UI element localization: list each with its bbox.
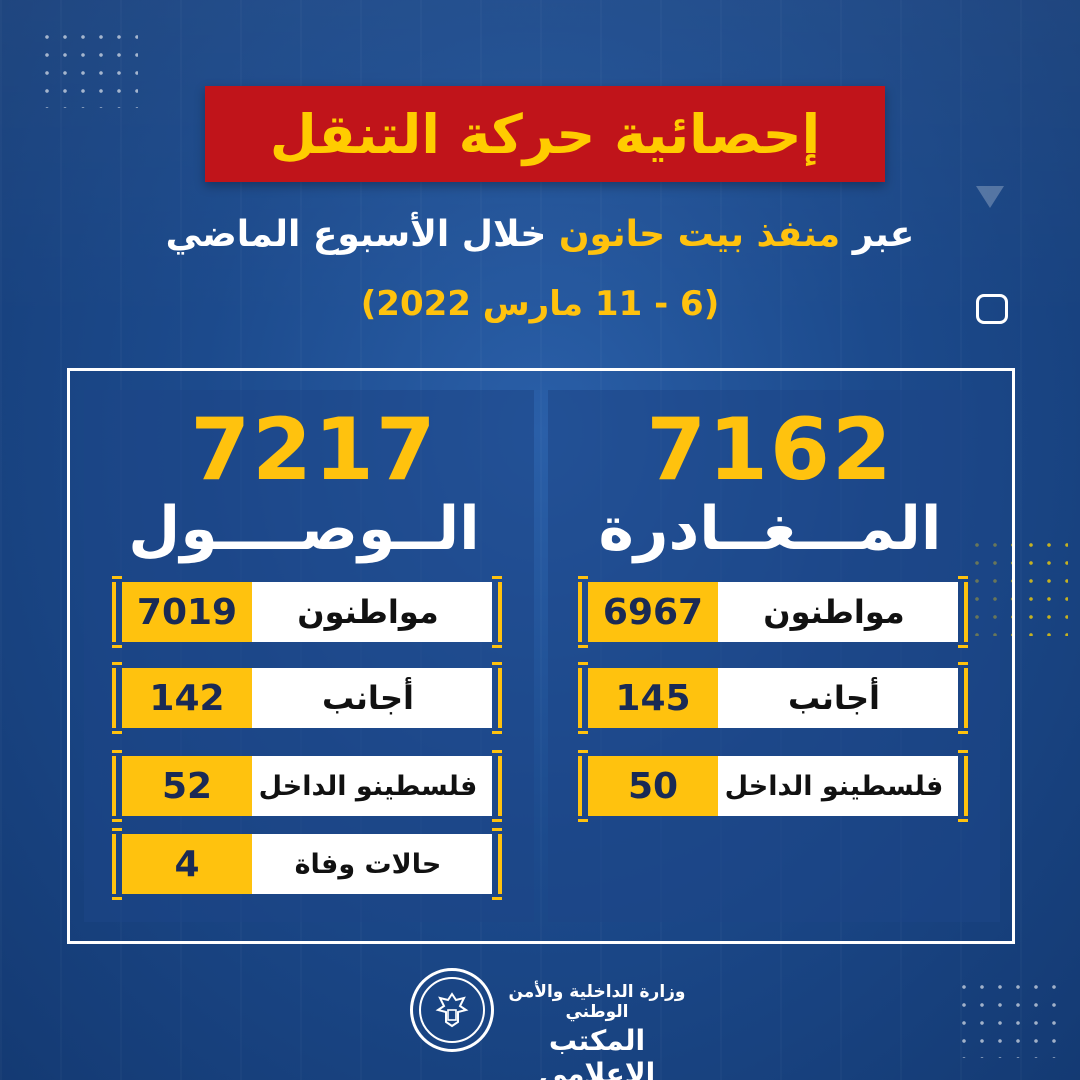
title-banner: إحصائية حركة التنقل <box>205 86 885 182</box>
departure-total: 7162 <box>646 400 894 500</box>
arrival-row-foreigners: أجانب 142 <box>112 662 502 734</box>
subtitle-highlight: منفذ بيت حانون <box>558 214 841 255</box>
decor-dots-top-left <box>38 28 138 108</box>
subtitle-prefix: عبر <box>840 214 915 255</box>
row-label: فلسطينو الداخل <box>710 756 958 816</box>
eagle-seal-icon <box>410 968 494 1052</box>
ministry-name: وزارة الداخلية والأمن الوطني المكتب الإع… <box>502 982 692 1080</box>
decor-dots-bottom-right <box>955 978 1065 1058</box>
departure-row-foreigners: أجانب 145 <box>578 662 968 734</box>
arrival-label: الــوصــــول <box>128 494 480 564</box>
row-value: 52 <box>122 756 252 816</box>
row-label: أجانب <box>710 668 958 728</box>
row-label: حالات وفاة <box>244 834 492 894</box>
departure-panel <box>548 390 1000 922</box>
arrival-row-citizens: مواطنون 7019 <box>112 576 502 648</box>
decor-square-icon <box>976 294 1008 324</box>
row-label: أجانب <box>244 668 492 728</box>
row-value: 50 <box>588 756 718 816</box>
row-label: مواطنون <box>244 582 492 642</box>
subtitle-suffix: خلال الأسبوع الماضي <box>165 214 559 255</box>
arrival-panel <box>84 390 534 922</box>
ministry-line1: وزارة الداخلية والأمن الوطني <box>508 982 686 1022</box>
stats-frame <box>67 368 1015 944</box>
row-value: 4 <box>122 834 252 894</box>
row-value: 6967 <box>588 582 718 642</box>
ministry-line2: المكتب الإعلامي <box>538 1024 656 1080</box>
departure-row-interior: فلسطينو الداخل 50 <box>578 750 968 822</box>
page-title: إحصائية حركة التنقل <box>269 102 821 166</box>
departure-row-citizens: مواطنون 6967 <box>578 576 968 648</box>
row-value: 7019 <box>122 582 252 642</box>
row-value: 142 <box>122 668 252 728</box>
departure-label: المـــغــادرة <box>598 494 942 564</box>
subtitle: عبر منفذ بيت حانون خلال الأسبوع الماضي <box>90 214 990 255</box>
arrival-row-deaths: حالات وفاة 4 <box>112 828 502 900</box>
footer: وزارة الداخلية والأمن الوطني المكتب الإع… <box>410 968 690 1080</box>
row-label: فلسطينو الداخل <box>244 756 492 816</box>
row-value: 145 <box>588 668 718 728</box>
row-label: مواطنون <box>710 582 958 642</box>
date-range: (6 - 11 مارس 2022) <box>360 284 720 324</box>
arrival-total: 7217 <box>190 400 438 500</box>
decor-triangle <box>976 186 1004 208</box>
arrival-row-interior: فلسطينو الداخل 52 <box>112 750 502 822</box>
